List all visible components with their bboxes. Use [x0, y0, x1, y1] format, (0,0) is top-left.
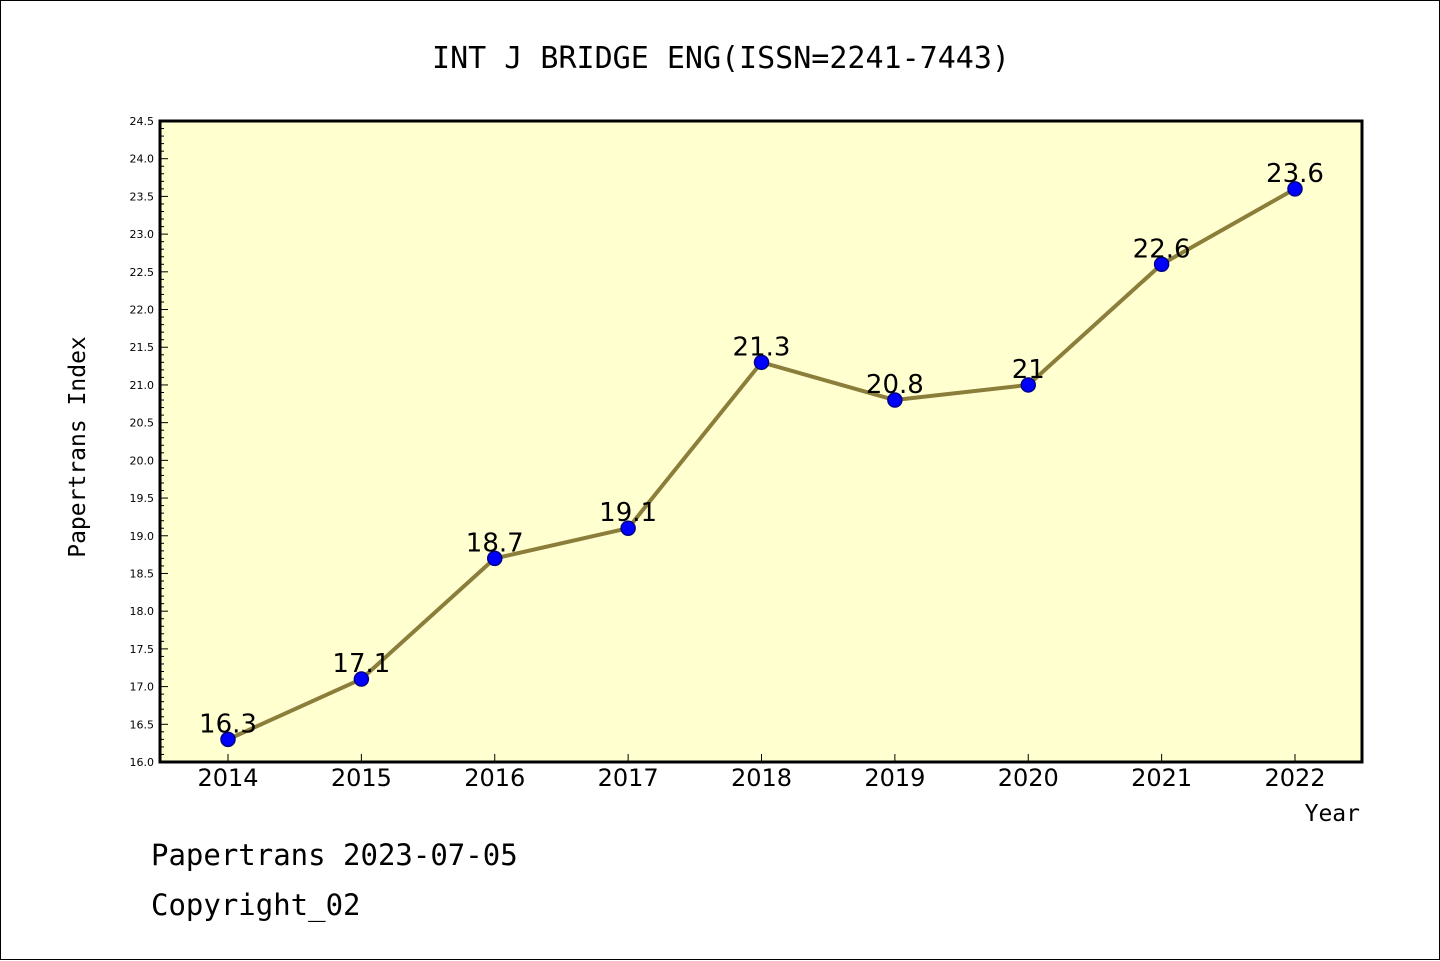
- data-point-marker: [1020, 377, 1036, 393]
- data-markers: [220, 181, 1303, 748]
- chart-title: INT J BRIDGE ENG(ISSN=2241-7443): [432, 41, 1010, 76]
- y-tick-label: 16.5: [130, 718, 155, 731]
- y-tick-label: 17.0: [130, 681, 155, 694]
- y-tick-label: 20.5: [130, 417, 155, 430]
- plot-area: [160, 121, 1362, 762]
- footer-date: Papertrans 2023-07-05: [151, 838, 518, 872]
- x-tick-label: 2018: [731, 764, 792, 792]
- data-value-label: 21: [1012, 355, 1045, 385]
- data-value-label: 22.6: [1133, 234, 1191, 264]
- x-axis-label: Year: [1305, 801, 1360, 827]
- data-value-label: 17.1: [332, 649, 390, 679]
- data-value-label: 19.1: [599, 498, 657, 528]
- data-value-label: 18.7: [466, 528, 524, 558]
- x-tick-label: 2016: [464, 764, 525, 792]
- data-point-marker: [1287, 181, 1303, 197]
- y-tick-label: 18.5: [130, 567, 155, 580]
- x-tick-label: 2020: [998, 764, 1059, 792]
- x-tick-label: 2019: [864, 764, 925, 792]
- y-axis-ticks: 16.0 16.5 17.0 17.5 18.0 18.5 19.0 19.5 20.0 20.5…: [130, 115, 168, 769]
- y-tick-label: 19.0: [130, 530, 155, 543]
- y-tick-label: 22.0: [130, 304, 155, 317]
- x-tick-label: 2021: [1131, 764, 1192, 792]
- footer-copyright: Copyright_02: [151, 888, 361, 923]
- x-tick-label: 2017: [598, 764, 659, 792]
- data-value-label: 16.3: [199, 709, 257, 739]
- x-tick-label: 2014: [197, 764, 258, 792]
- data-labels: 16.3 17.1 18.7 19.1 21.3 20.8 21 22.6 23.6: [199, 159, 1324, 740]
- y-tick-label: 16.0: [130, 756, 155, 769]
- y-tick-label: 19.5: [130, 492, 155, 505]
- data-point-marker: [753, 354, 770, 371]
- x-axis-ticks: 2014 2015 2016 2017 2018 2019 2020 2021 2022: [197, 754, 1326, 792]
- data-point-marker: [1153, 256, 1170, 273]
- y-tick-label: 17.5: [130, 643, 155, 656]
- x-tick-label: 2022: [1264, 764, 1325, 792]
- data-value-label: 21.3: [733, 332, 791, 362]
- y-axis-label: Papertrans Index: [65, 336, 91, 558]
- y-tick-label: 20.0: [130, 454, 155, 467]
- plot-border: [158, 119, 1364, 764]
- y-tick-label: 23.0: [130, 228, 155, 241]
- data-point-marker: [887, 392, 903, 408]
- data-point-marker: [353, 671, 370, 687]
- data-point-marker: [220, 731, 236, 748]
- x-tick-label: 2015: [331, 764, 392, 792]
- data-point-marker: [487, 550, 503, 567]
- data-value-label: 23.6: [1266, 159, 1324, 189]
- y-tick-label: 24.0: [130, 153, 155, 166]
- data-value-label: 20.8: [866, 370, 924, 400]
- y-tick-label: 22.5: [130, 266, 155, 279]
- y-tick-label: 21.0: [130, 379, 155, 392]
- y-tick-label: 24.5: [130, 115, 155, 128]
- y-tick-label: 18.0: [130, 605, 155, 618]
- y-tick-label: 21.5: [130, 341, 155, 354]
- data-point-marker: [620, 520, 636, 536]
- y-tick-label: 23.5: [130, 190, 155, 203]
